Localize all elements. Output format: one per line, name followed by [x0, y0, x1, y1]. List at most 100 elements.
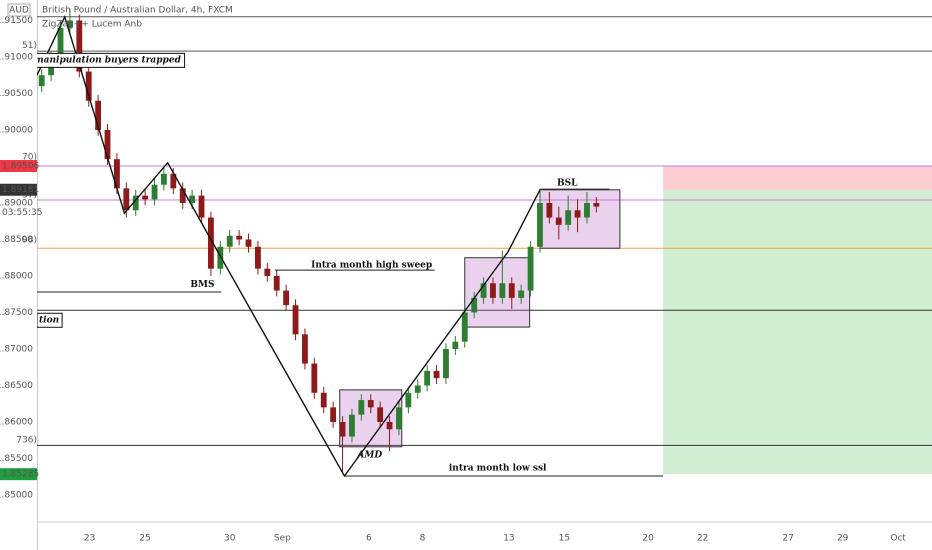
x-tick-label: 13	[503, 534, 514, 544]
x-tick-label: 25	[139, 534, 150, 544]
price-tag-label: 1.89506	[2, 162, 39, 172]
candle-body	[367, 400, 374, 408]
y-tick-label: 1.91000	[0, 52, 33, 62]
fib-label: 736)	[16, 436, 37, 446]
candle-body	[386, 421, 393, 430]
candle-body	[292, 305, 299, 335]
y-tick-label: 1.87000	[0, 344, 33, 354]
y-tick-label: 1.88500	[0, 235, 33, 245]
zigzag-line	[36, 14, 541, 478]
candle-body	[537, 202, 543, 247]
x-tick-label: 6	[366, 534, 372, 544]
candle-body	[452, 341, 459, 349]
price-tag-label: 1.85285	[2, 470, 39, 480]
candle-body	[161, 173, 167, 185]
candle-body	[396, 407, 402, 430]
indicator-name: ZigZag++ Lucem Anb	[42, 20, 142, 30]
candle-body	[574, 210, 581, 218]
candle-body	[104, 129, 111, 160]
candle-body	[132, 195, 139, 211]
x-tick-label: 20	[642, 534, 654, 544]
candle-body	[95, 100, 102, 130]
candle-body	[255, 246, 261, 269]
x-tick-label: 8	[420, 534, 426, 544]
price-tag	[0, 183, 37, 196]
candle-body	[508, 283, 515, 298]
candle-body	[179, 188, 186, 203]
candle-body	[76, 20, 83, 72]
candle-body	[546, 202, 553, 218]
currency: AUD	[9, 6, 29, 16]
candle-body	[264, 268, 271, 276]
annotation: BSL	[557, 179, 578, 189]
candle-body	[283, 290, 290, 306]
candle-body	[339, 421, 346, 437]
candle-body	[433, 370, 440, 379]
price-axis	[0, 0, 37, 550]
candle-body	[236, 235, 243, 240]
candle-body	[189, 195, 196, 203]
candle-body	[66, 20, 73, 28]
target-zone	[663, 189, 932, 475]
candle-body	[490, 283, 496, 298]
candle-body	[113, 159, 120, 189]
candle-body	[424, 370, 431, 386]
fib-label: 98)	[22, 236, 37, 246]
candle-body	[461, 312, 468, 342]
countdown: 03:55:35	[2, 208, 42, 218]
x-tick-label: Oct	[890, 534, 906, 544]
annotation: tion	[39, 315, 59, 325]
candle-body	[57, 27, 64, 57]
x-tick-label: 23	[84, 534, 95, 544]
candle-body	[142, 195, 149, 200]
fib-label: 51)	[22, 41, 37, 51]
candle-body	[85, 71, 92, 101]
candle-body	[320, 392, 327, 408]
candle-body	[480, 283, 487, 298]
candle-body	[499, 283, 506, 298]
annotation: BMS	[190, 280, 214, 290]
x-tick-label: 30	[224, 534, 236, 544]
x-tick-label: 15	[559, 534, 570, 544]
candle-body	[302, 334, 308, 364]
y-tick-label: 1.90000	[0, 125, 33, 135]
price-tag	[0, 468, 37, 481]
currency-box	[7, 3, 31, 17]
candle-body	[245, 239, 252, 247]
candle-body	[273, 275, 280, 291]
candle-body	[555, 217, 562, 225]
candle-body	[38, 75, 45, 87]
annotation: Intra month high sweep	[311, 261, 432, 271]
candle-body	[198, 195, 205, 218]
candle-body	[377, 407, 384, 422]
y-tick-label: 1.90500	[0, 89, 33, 99]
fib-label: 70)	[22, 152, 37, 162]
y-tick-label: 1.86000	[0, 417, 33, 427]
chart-title: British Pound / Australian Dollar, 4h, F…	[42, 6, 233, 16]
y-tick-label: 1.88000	[0, 271, 33, 281]
candle-body	[151, 184, 158, 200]
x-tick-label: 27	[782, 534, 793, 544]
candle-body	[358, 400, 365, 415]
price-tag-label: 1.89181	[2, 185, 39, 195]
candle-body	[527, 246, 534, 291]
x-tick-label: Sep	[274, 534, 291, 544]
annotation: manipulation buyers trapped	[34, 55, 181, 65]
candle-body	[443, 348, 449, 379]
candle-body	[584, 202, 590, 218]
candle-body	[414, 385, 421, 393]
candle-body	[226, 235, 233, 247]
candle-body	[405, 392, 412, 408]
candle-body	[349, 414, 355, 437]
y-tick-label: 1.85500	[0, 454, 33, 464]
y-tick-label: 1.89000	[0, 198, 33, 208]
y-tick-label: 1.85000	[0, 490, 33, 500]
candle-body	[123, 188, 130, 211]
x-tick-label: 22	[697, 534, 708, 544]
candle-body	[170, 173, 177, 189]
candle-body	[217, 246, 224, 269]
y-tick-label: 1.87500	[0, 308, 33, 318]
candle-body	[565, 210, 572, 225]
stop-zone	[663, 166, 932, 190]
